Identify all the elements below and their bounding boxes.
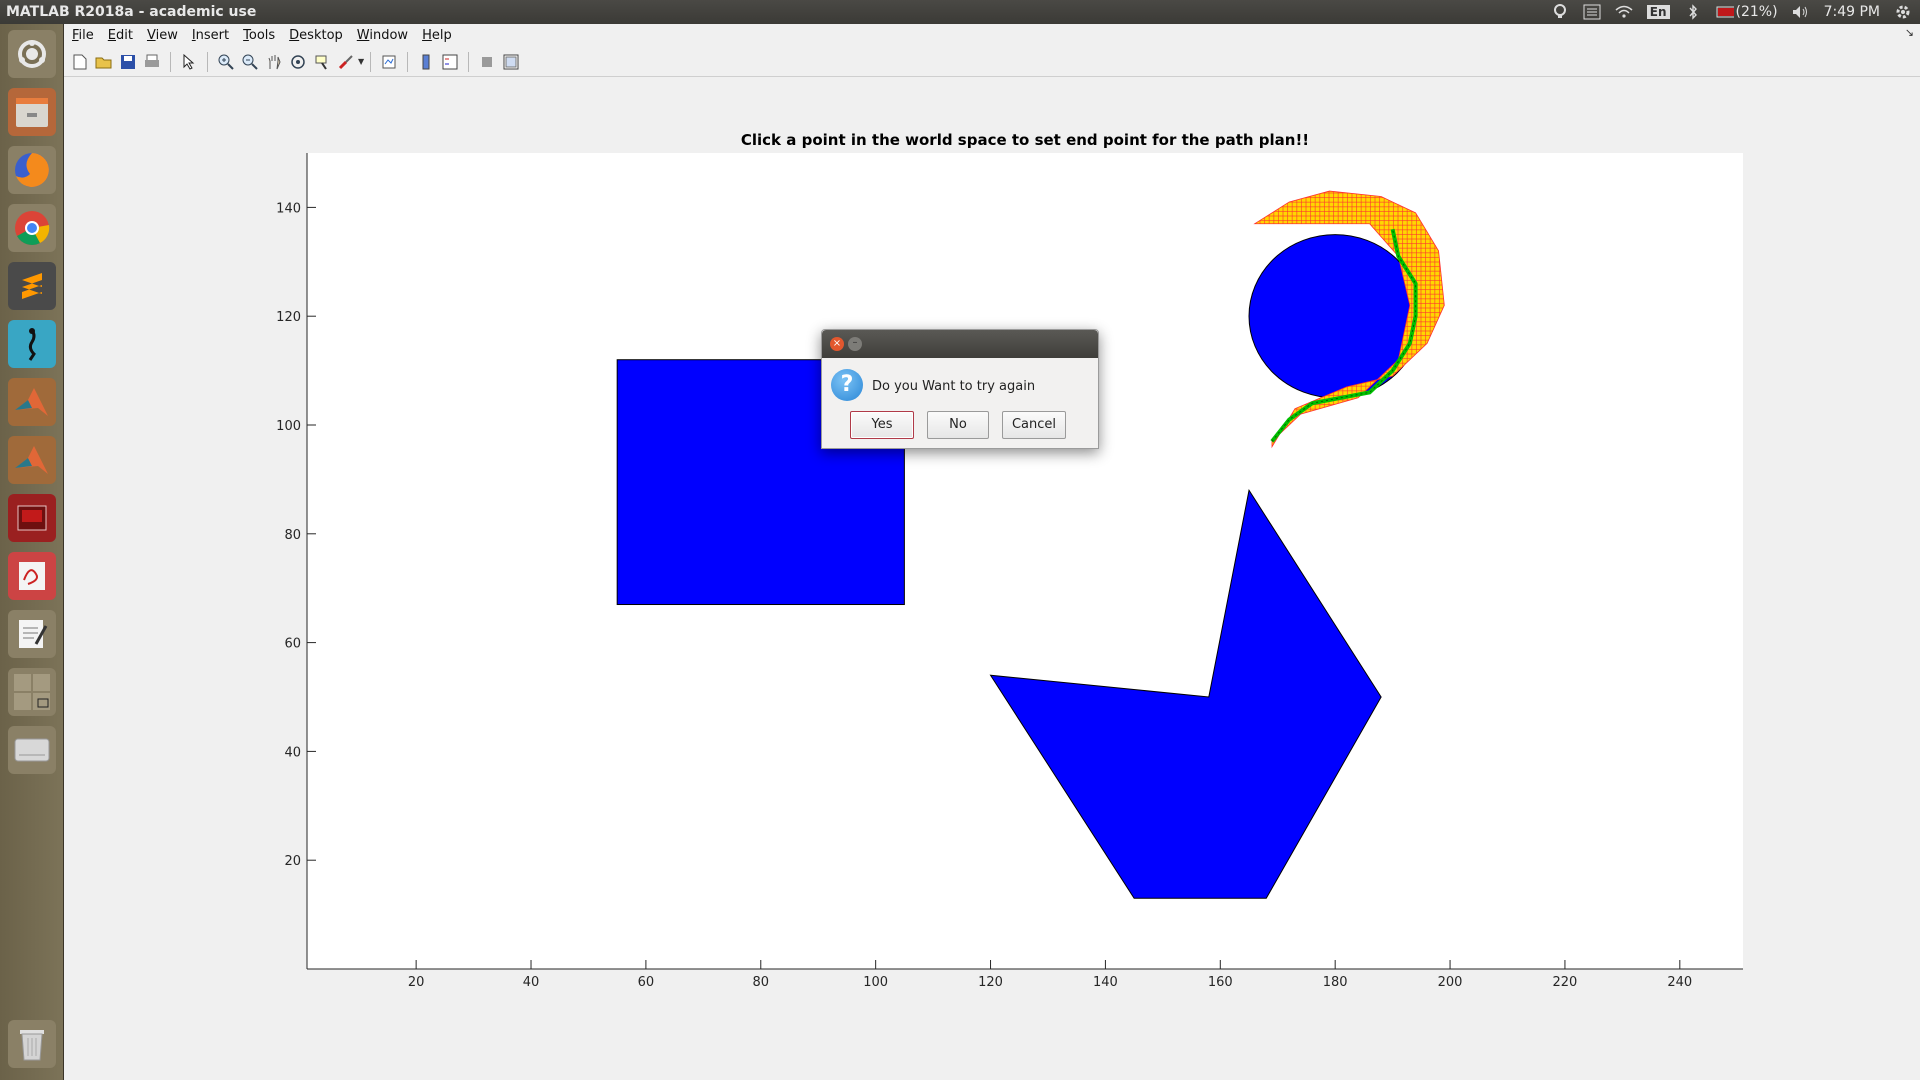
question-icon: ? bbox=[831, 369, 863, 401]
y-tick-label: 100 bbox=[276, 419, 301, 434]
dash-icon[interactable] bbox=[8, 30, 56, 78]
close-icon[interactable]: × bbox=[830, 337, 844, 351]
top-panel: MATLAB R2018a - academic use En (21%) 7:… bbox=[0, 0, 1920, 24]
brush-dropdown-icon[interactable]: ▼ bbox=[358, 57, 365, 66]
keyboard-language[interactable]: En bbox=[1646, 5, 1670, 19]
notification-icon[interactable] bbox=[1551, 3, 1569, 21]
y-tick-label: 80 bbox=[284, 528, 301, 543]
axes[interactable]: Click a point in the world space to set … bbox=[64, 78, 1920, 1080]
y-tick-label: 20 bbox=[284, 854, 301, 869]
list-icon[interactable] bbox=[1583, 3, 1601, 21]
show-plot-tools-icon[interactable] bbox=[500, 51, 522, 73]
x-tick-label: 20 bbox=[408, 975, 425, 990]
cancel-button[interactable]: Cancel bbox=[1002, 411, 1066, 439]
drive-icon[interactable] bbox=[8, 726, 56, 774]
zoom-out-icon[interactable] bbox=[239, 51, 261, 73]
data-cursor-icon[interactable] bbox=[311, 51, 333, 73]
confirm-dialog: × – ? Do you Want to try again Yes No Ca… bbox=[821, 329, 1099, 449]
plot-area[interactable] bbox=[307, 153, 1743, 969]
insert-legend-icon[interactable] bbox=[439, 51, 461, 73]
dialog-titlebar[interactable]: × – bbox=[822, 330, 1098, 358]
insert-colorbar-icon[interactable] bbox=[415, 51, 437, 73]
save-icon[interactable] bbox=[117, 51, 139, 73]
dock-arrow-icon[interactable]: ↘ bbox=[1904, 26, 1914, 39]
chrome-icon[interactable] bbox=[8, 204, 56, 252]
x-tick-label: 120 bbox=[978, 975, 1003, 990]
matlab-icon-2[interactable] bbox=[8, 436, 56, 484]
document-viewer-icon[interactable] bbox=[8, 552, 56, 600]
matlab-icon[interactable] bbox=[8, 378, 56, 426]
workspace-switcher-icon[interactable] bbox=[8, 668, 56, 716]
menu-help[interactable]: Help bbox=[422, 27, 452, 43]
x-tick-label: 40 bbox=[523, 975, 540, 990]
menu-edit[interactable]: Edit bbox=[107, 27, 133, 43]
x-tick-label: 200 bbox=[1438, 975, 1463, 990]
menu-bar: File Edit View Insert Tools Desktop Wind… bbox=[64, 24, 1920, 46]
x-tick-label: 100 bbox=[863, 975, 888, 990]
x-tick-label: 220 bbox=[1553, 975, 1578, 990]
firefox-icon[interactable] bbox=[8, 146, 56, 194]
battery-icon[interactable] bbox=[1716, 3, 1734, 21]
launcher bbox=[0, 24, 64, 1080]
bluetooth-icon[interactable] bbox=[1684, 3, 1702, 21]
menu-desktop[interactable]: Desktop bbox=[289, 27, 343, 43]
menu-insert[interactable]: Insert bbox=[191, 27, 230, 43]
battery-percent: (21%) bbox=[1735, 4, 1778, 20]
figure-toolbar: ▼ bbox=[64, 47, 1920, 77]
x-tick-label: 240 bbox=[1667, 975, 1692, 990]
menu-view[interactable]: View bbox=[146, 27, 178, 43]
pan-icon[interactable] bbox=[263, 51, 285, 73]
zoom-in-icon[interactable] bbox=[215, 51, 237, 73]
system-tray: En (21%) 7:49 PM bbox=[1551, 0, 1912, 24]
y-tick-label: 60 bbox=[284, 637, 301, 652]
no-button[interactable]: No bbox=[927, 411, 989, 439]
y-tick-label: 120 bbox=[276, 310, 301, 325]
sublime-text-icon[interactable] bbox=[8, 262, 56, 310]
y-tick-label: 40 bbox=[284, 745, 301, 760]
link-plot-icon[interactable] bbox=[378, 51, 400, 73]
planned-path-cells bbox=[1271, 229, 1417, 442]
menu-tools[interactable]: Tools bbox=[243, 27, 276, 43]
x-tick-label: 60 bbox=[638, 975, 655, 990]
new-figure-icon[interactable] bbox=[69, 51, 91, 73]
dialog-message: Do you Want to try again bbox=[872, 379, 1036, 394]
minimize-icon[interactable]: – bbox=[848, 337, 862, 351]
menu-window[interactable]: Window bbox=[356, 27, 409, 43]
rotate-3d-icon[interactable] bbox=[287, 51, 309, 73]
brush-icon[interactable] bbox=[335, 51, 357, 73]
gear-icon[interactable] bbox=[1894, 3, 1912, 21]
y-tick-label: 140 bbox=[276, 201, 301, 216]
obstacle-polygon bbox=[989, 488, 1382, 899]
volume-icon[interactable] bbox=[1792, 3, 1810, 21]
figure-area: Click a point in the world space to set … bbox=[64, 78, 1920, 1080]
files-icon[interactable] bbox=[8, 88, 56, 136]
x-tick-label: 160 bbox=[1208, 975, 1233, 990]
open-icon[interactable] bbox=[93, 51, 115, 73]
text-editor-icon[interactable] bbox=[8, 610, 56, 658]
trash-icon[interactable] bbox=[8, 1020, 56, 1068]
wifi-icon[interactable] bbox=[1615, 3, 1633, 21]
chart-title: Click a point in the world space to set … bbox=[741, 131, 1309, 149]
terminal-gecko-icon[interactable] bbox=[8, 320, 56, 368]
app-red-icon[interactable] bbox=[8, 494, 56, 542]
x-tick-label: 180 bbox=[1323, 975, 1348, 990]
clock[interactable]: 7:49 PM bbox=[1823, 4, 1880, 20]
yes-button[interactable]: Yes bbox=[850, 411, 914, 439]
window-title: MATLAB R2018a - academic use bbox=[6, 4, 257, 20]
edit-plot-icon[interactable] bbox=[178, 51, 200, 73]
print-icon[interactable] bbox=[141, 51, 163, 73]
x-tick-label: 140 bbox=[1093, 975, 1118, 990]
hide-plot-tools-icon[interactable] bbox=[476, 51, 498, 73]
x-tick-label: 80 bbox=[753, 975, 770, 990]
menu-file[interactable]: File bbox=[72, 27, 94, 43]
